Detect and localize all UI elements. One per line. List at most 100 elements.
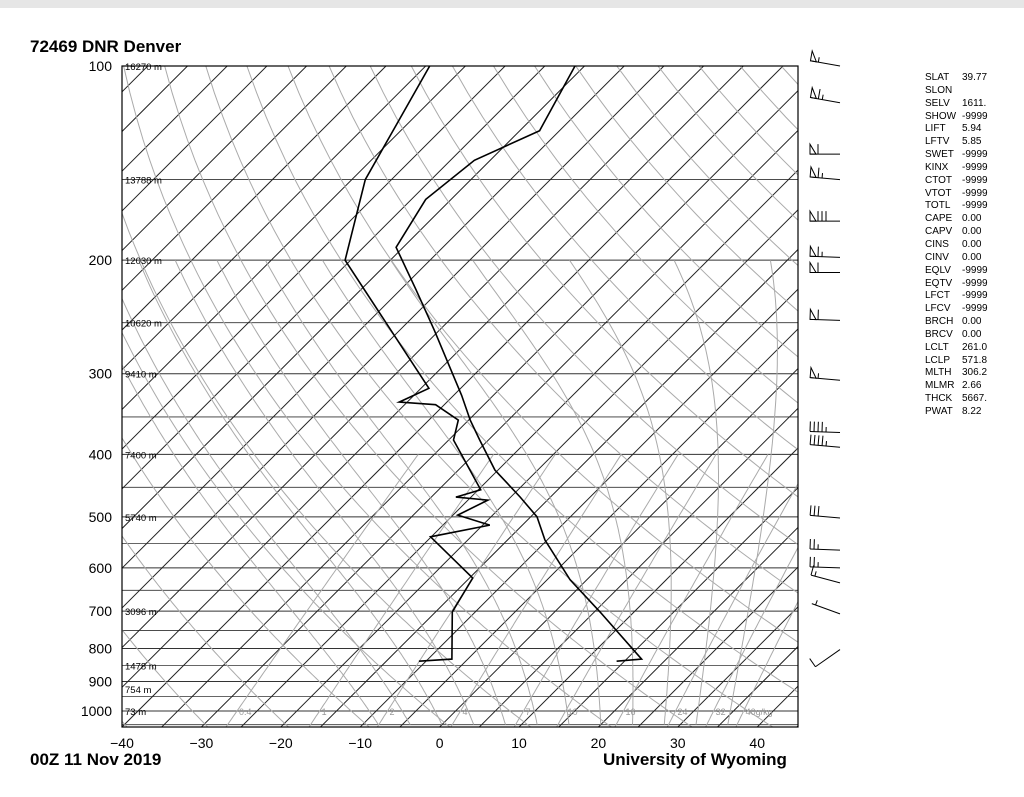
index-row: SLON bbox=[925, 85, 988, 98]
index-value: 8.22 bbox=[962, 405, 982, 417]
mixing-ratio-line bbox=[614, 454, 769, 727]
index-row: THCK 5667. bbox=[925, 393, 988, 406]
mixing-ratio-line bbox=[735, 600, 798, 727]
temperature-tick-label: −10 bbox=[348, 735, 372, 751]
dry-adiabat-line bbox=[410, 66, 798, 498]
dry-adiabat-line bbox=[451, 66, 798, 451]
dry-adiabat-line bbox=[122, 331, 451, 727]
mixing-ratio-label: 2 bbox=[389, 707, 394, 717]
index-key: MLTH bbox=[925, 367, 952, 379]
pressure-tick-label: 700 bbox=[89, 603, 113, 619]
barb-pennant bbox=[809, 49, 818, 63]
temperature-tick-label: −30 bbox=[190, 735, 214, 751]
mixing-ratio-label: 16 bbox=[625, 707, 635, 717]
dry-adiabat-line bbox=[863, 66, 1024, 727]
dry-adiabat-line bbox=[122, 436, 370, 727]
temperature-tick-label: 40 bbox=[749, 735, 765, 751]
height-label: 7400 m bbox=[125, 450, 157, 461]
index-key: BRCH bbox=[925, 316, 954, 328]
index-key: EQLV bbox=[925, 264, 951, 276]
mixing-ratio-line bbox=[513, 454, 679, 727]
isotherm-line bbox=[280, 209, 798, 727]
moist-adiabat-line bbox=[122, 363, 379, 725]
isotherm-line bbox=[478, 407, 798, 727]
isotherm-line bbox=[122, 66, 427, 371]
index-key: CINV bbox=[925, 251, 949, 263]
wind-barb bbox=[809, 556, 841, 569]
moist-adiabat-line bbox=[472, 259, 634, 725]
height-label: 5740 m bbox=[125, 513, 157, 524]
barb-pennant bbox=[809, 85, 818, 100]
isotherm-line bbox=[518, 447, 798, 727]
pressure-tick-label: 1000 bbox=[81, 703, 112, 719]
mixing-ratio-label: 4 bbox=[462, 707, 467, 717]
moist-adiabat-line bbox=[673, 259, 719, 725]
index-row: SLAT 39.77 bbox=[925, 72, 988, 85]
barb-staff bbox=[810, 574, 841, 584]
index-value: -9999 bbox=[962, 200, 988, 212]
moist-adiabat-line bbox=[174, 259, 475, 725]
moist-adiabat-line bbox=[322, 259, 570, 725]
height-label: 9410 m bbox=[125, 370, 157, 381]
wind-barb bbox=[810, 565, 841, 584]
temperature-tick-label: 0 bbox=[436, 735, 444, 751]
height-label: 16270 m bbox=[125, 62, 162, 73]
index-key: LIFT bbox=[925, 123, 946, 135]
dry-adiabat-line bbox=[369, 66, 798, 546]
isotherm-line bbox=[122, 66, 586, 530]
index-row: TOTL -9999 bbox=[925, 200, 988, 213]
isotherm-line bbox=[677, 606, 798, 727]
index-value: -9999 bbox=[962, 277, 988, 289]
index-value: 2.66 bbox=[962, 380, 982, 392]
moist-adiabat-line bbox=[138, 260, 443, 725]
index-key: LCLT bbox=[925, 341, 949, 353]
pressure-tick-label: 100 bbox=[89, 58, 113, 74]
dewpoint-profile bbox=[344, 66, 491, 662]
isotherm-line bbox=[0, 52, 122, 728]
barb-full bbox=[809, 658, 816, 668]
station-title: 72469 DNR Denver bbox=[30, 37, 182, 56]
index-key: PWAT bbox=[925, 405, 953, 417]
index-value: 0.00 bbox=[962, 251, 982, 263]
dry-adiabat-line bbox=[205, 66, 774, 727]
index-row: SWET -9999 bbox=[925, 149, 988, 162]
dry-adiabat-line bbox=[657, 66, 798, 221]
moist-adiabat-line bbox=[569, 259, 672, 725]
dry-adiabat-line bbox=[616, 66, 798, 267]
index-value: 5667. bbox=[962, 393, 988, 405]
index-row: BRCV 0.00 bbox=[925, 329, 988, 342]
temperature-tick-label: 20 bbox=[591, 735, 607, 751]
top-band bbox=[0, 0, 1024, 8]
temperature-tick-label: 10 bbox=[511, 735, 527, 751]
index-key: SELV bbox=[925, 97, 950, 109]
barb-half bbox=[814, 571, 817, 577]
isotherm-line bbox=[438, 367, 798, 727]
index-row: EQLV -9999 bbox=[925, 265, 988, 278]
pressure-tick-label: 400 bbox=[89, 446, 113, 462]
height-label: 13788 m bbox=[125, 176, 162, 187]
isotherm-line bbox=[122, 66, 745, 689]
height-label: 10620 m bbox=[125, 319, 162, 330]
index-row: CAPE 0.00 bbox=[925, 213, 988, 226]
index-key: CAPE bbox=[925, 213, 953, 225]
mixing-ratio-line bbox=[666, 482, 798, 727]
wind-barb bbox=[809, 209, 840, 222]
barb-full bbox=[817, 435, 820, 446]
index-value: -9999 bbox=[962, 264, 988, 276]
wind-barb bbox=[809, 365, 841, 381]
barb-pennant bbox=[809, 209, 817, 222]
height-label: 12030 m bbox=[125, 256, 162, 267]
wind-barb bbox=[809, 434, 841, 448]
index-value: 0.00 bbox=[962, 328, 982, 340]
wind-barb bbox=[809, 505, 841, 519]
wind-barb bbox=[809, 49, 841, 67]
dry-adiabat-line bbox=[534, 66, 798, 358]
index-key: MLMR bbox=[925, 380, 955, 392]
index-key: BRCV bbox=[925, 328, 953, 340]
wind-barb bbox=[809, 142, 840, 155]
index-row: CINV 0.00 bbox=[925, 252, 988, 265]
index-key: SLAT bbox=[925, 72, 950, 83]
mixing-ratio-label: 24 bbox=[678, 707, 688, 717]
height-label: 1478 m bbox=[125, 661, 157, 672]
